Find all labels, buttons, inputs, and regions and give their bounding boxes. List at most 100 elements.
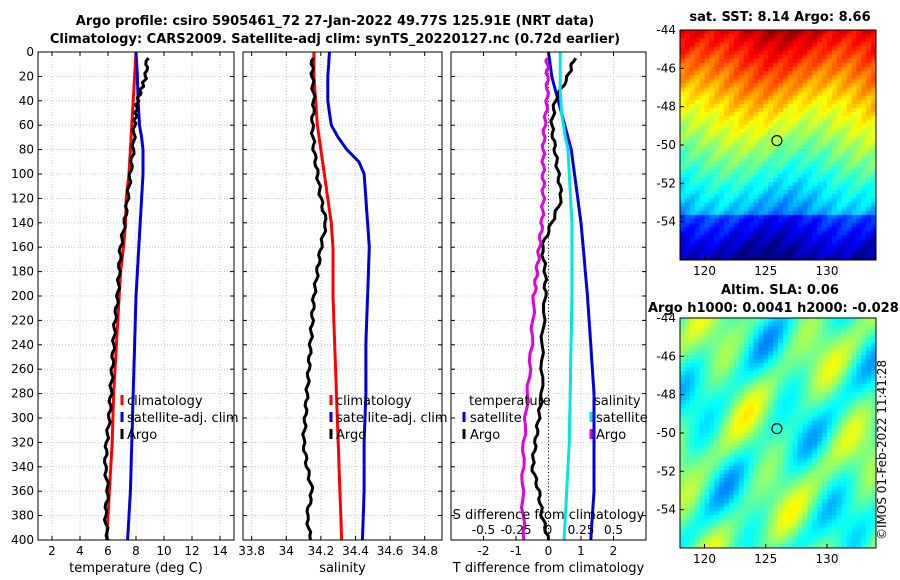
heatmap-cell <box>724 38 730 43</box>
heatmap-cell <box>680 198 686 203</box>
heatmap-cell <box>851 326 857 331</box>
heatmap-cell <box>689 202 696 208</box>
heatmap-cell <box>782 383 789 389</box>
heatmap-cell <box>704 83 710 88</box>
heatmap-cell <box>724 186 730 191</box>
heatmap-cell <box>738 400 745 405</box>
heatmap-cell <box>787 177 794 183</box>
heatmap-cell <box>831 408 838 413</box>
heatmap-cell <box>778 186 784 191</box>
heatmap-cell <box>709 128 715 134</box>
heatmap-cell <box>851 519 857 524</box>
heatmap-cell <box>866 132 872 138</box>
heatmap-cell <box>797 46 803 51</box>
heatmap-cell <box>768 334 774 339</box>
heatmap-cell <box>704 543 710 549</box>
x-tick-label: 12 <box>184 544 199 558</box>
heatmap-cell <box>836 87 843 93</box>
heatmap-cell <box>817 83 823 88</box>
heatmap-cell <box>748 486 754 491</box>
heatmap-cell <box>797 527 803 532</box>
heatmap-cell <box>684 194 691 199</box>
heatmap-cell <box>733 99 740 105</box>
heatmap-cell <box>729 103 735 109</box>
heatmap-cell <box>758 87 764 93</box>
heatmap-cell <box>792 173 798 179</box>
heatmap-cell <box>694 498 700 504</box>
heatmap-cell <box>817 247 823 253</box>
heatmap-cell <box>773 346 779 352</box>
heatmap-cell <box>797 433 803 438</box>
heatmap-cell <box>846 498 852 504</box>
heatmap-cell <box>689 506 696 512</box>
heatmap-cell <box>812 153 818 158</box>
heatmap-cell <box>851 112 857 117</box>
heatmap-cell <box>782 318 789 323</box>
heatmap-cell <box>802 478 808 483</box>
heatmap-cell <box>861 66 867 72</box>
heatmap-cell <box>758 494 764 500</box>
heatmap-cell <box>861 75 867 80</box>
heatmap-cell <box>733 218 740 224</box>
heatmap-cell <box>822 519 828 524</box>
heatmap-cell <box>733 112 740 117</box>
heatmap-cell <box>831 396 838 401</box>
heatmap-cell <box>866 153 872 158</box>
heatmap-cell <box>724 428 730 434</box>
heatmap-cell <box>812 223 818 228</box>
heatmap-cell <box>822 543 828 549</box>
heatmap-cell <box>689 145 696 150</box>
heatmap-cell <box>787 371 794 376</box>
heatmap-cell <box>841 99 847 105</box>
heatmap-cell <box>802 153 808 158</box>
heatmap-cell <box>846 99 852 105</box>
heatmap-cell <box>851 322 857 327</box>
heatmap-cell <box>827 465 833 471</box>
heatmap-cell <box>797 511 803 516</box>
heatmap-cell <box>836 34 843 39</box>
heatmap-cell <box>753 145 759 150</box>
heatmap-cell <box>680 243 686 249</box>
heatmap-cell <box>778 527 784 532</box>
heatmap-cell <box>733 502 740 508</box>
heatmap-cell <box>827 145 833 150</box>
heatmap-cell <box>709 87 715 93</box>
heatmap-cell <box>719 66 725 72</box>
heatmap-cell <box>792 420 798 426</box>
heatmap-cell <box>797 350 803 356</box>
heatmap-cell <box>709 75 715 80</box>
heatmap-cell <box>729 350 735 356</box>
heatmap-cell <box>841 235 847 240</box>
heatmap-cell <box>846 169 852 175</box>
heatmap-cell <box>792 330 798 335</box>
heatmap-cell <box>861 494 867 500</box>
heatmap-cell <box>689 400 696 405</box>
heatmap-cell <box>841 412 847 417</box>
x-tick-label: 1 <box>577 544 585 558</box>
heatmap-cell <box>778 251 784 257</box>
heatmap-cell <box>733 153 740 158</box>
heatmap-cell <box>773 145 779 150</box>
heatmap-cell <box>748 124 754 129</box>
heatmap-cell <box>866 396 872 401</box>
heatmap-cell <box>758 124 764 129</box>
heatmap-cell <box>871 46 877 51</box>
heatmap-cell <box>856 83 862 88</box>
heatmap-cell <box>743 379 749 385</box>
heatmap-cell <box>719 535 725 541</box>
heatmap-cell <box>758 50 764 56</box>
heatmap-cell <box>822 494 828 500</box>
secondary-tick-label: 0 <box>545 523 553 537</box>
heatmap-cell <box>787 416 794 422</box>
heatmap-cell <box>694 404 700 409</box>
heatmap-cell <box>846 34 852 39</box>
heatmap-cell <box>729 453 735 459</box>
heatmap-cell <box>836 79 843 84</box>
heatmap-cell <box>699 181 705 187</box>
heatmap-cell <box>768 112 774 117</box>
heatmap-cell <box>680 169 686 175</box>
heatmap-cell <box>758 387 764 393</box>
heatmap-cell <box>782 116 789 121</box>
heatmap-cell <box>743 165 749 171</box>
heatmap-cell <box>827 482 833 487</box>
